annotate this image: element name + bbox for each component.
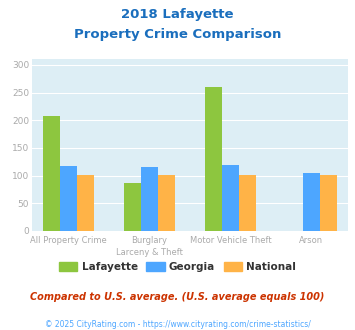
Text: Compared to U.S. average. (U.S. average equals 100): Compared to U.S. average. (U.S. average … bbox=[30, 292, 325, 302]
Bar bbox=[158, 175, 175, 231]
Bar bbox=[77, 175, 94, 231]
Bar bbox=[124, 183, 141, 231]
Legend: Lafayette, Georgia, National: Lafayette, Georgia, National bbox=[55, 258, 300, 276]
Bar bbox=[205, 87, 222, 231]
Bar bbox=[60, 166, 77, 231]
Text: Property Crime Comparison: Property Crime Comparison bbox=[74, 28, 281, 41]
Text: © 2025 CityRating.com - https://www.cityrating.com/crime-statistics/: © 2025 CityRating.com - https://www.city… bbox=[45, 320, 310, 329]
Bar bbox=[43, 116, 60, 231]
Bar bbox=[141, 167, 158, 231]
Text: 2018 Lafayette: 2018 Lafayette bbox=[121, 8, 234, 21]
Bar bbox=[222, 165, 239, 231]
Bar bbox=[303, 174, 320, 231]
Bar bbox=[320, 175, 337, 231]
Bar bbox=[239, 175, 256, 231]
